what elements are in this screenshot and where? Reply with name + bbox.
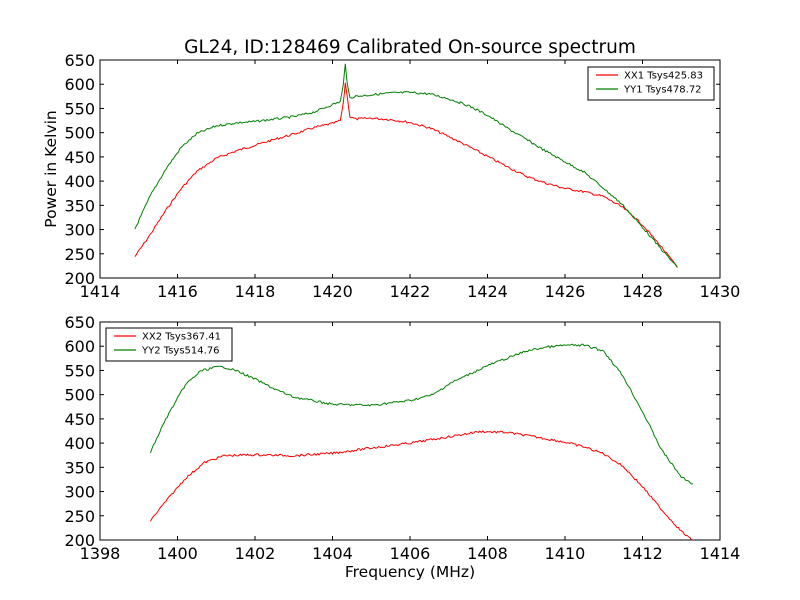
series-line-1 — [149, 430, 693, 540]
x-tick-label: 1424 — [467, 282, 508, 301]
x-tick-label: 1430 — [700, 282, 741, 301]
legend-label: YY1 Tsys478.72 — [623, 85, 702, 96]
x-tick-label: 1420 — [312, 282, 353, 301]
series-line-2 — [134, 63, 678, 268]
x-tick-label: 1422 — [390, 282, 431, 301]
x-tick-label: 1400 — [157, 544, 198, 563]
legend: XX2 Tsys367.41 YY2 Tsys514.76 — [105, 327, 233, 362]
y-tick-label: 600 — [64, 337, 95, 356]
bottom-plot: 1398 1400 1402 1404 1406 1408 1410 1412 1414 200 2… — [64, 313, 740, 563]
legend-label: XX2 Tsys367.41 — [142, 332, 221, 343]
x-tick-label: 1408 — [467, 544, 508, 563]
y-tick-label: 650 — [64, 313, 95, 332]
y-tick-label: 300 — [64, 221, 95, 240]
x-tick-label: 1414 — [80, 282, 121, 301]
legend-box — [587, 66, 715, 101]
y-tick-label: 450 — [64, 410, 95, 429]
y-tick-label: 350 — [64, 196, 95, 215]
series-line-1 — [134, 82, 678, 268]
y-tick-label: 400 — [64, 434, 95, 453]
chart-title: GL24, ID:128469 Calibrated On-source spe… — [184, 37, 636, 58]
x-tick-label: 1398 — [80, 544, 121, 563]
x-tick-label: 1406 — [390, 544, 431, 563]
x-tick-label: 1428 — [622, 282, 663, 301]
top-plot: 1414 1416 1418 1420 1422 1424 1426 1428 1430 200 2… — [64, 51, 740, 301]
legend-label: XX1 Tsys425.83 — [624, 71, 703, 82]
x-tick-label: 1418 — [235, 282, 276, 301]
y-tick-label: 250 — [64, 507, 95, 526]
y-tick-label: 450 — [64, 148, 95, 167]
x-tick-label: 1414 — [700, 544, 741, 563]
legend-box — [105, 327, 233, 362]
legend: XX1 Tsys425.83 YY1 Tsys478.72 — [587, 66, 715, 101]
y-tick-label: 650 — [64, 51, 95, 70]
y-axis-label: Power in Kelvin — [42, 110, 60, 227]
y-tick-label: 200 — [64, 269, 95, 288]
y-tick-label: 550 — [64, 361, 95, 380]
y-tick-label: 350 — [64, 458, 95, 477]
x-axis-label: Frequency (MHz) — [345, 563, 475, 581]
y-tick-label: 200 — [64, 531, 95, 550]
y-tick-label: 550 — [64, 99, 95, 118]
x-tick-label: 1404 — [312, 544, 353, 563]
y-tick-label: 500 — [64, 124, 95, 143]
y-tick-label: 300 — [64, 483, 95, 502]
x-tick-label: 1416 — [157, 282, 198, 301]
y-tick-label: 250 — [64, 245, 95, 264]
y-tick-label: 400 — [64, 172, 95, 191]
x-tick-label: 1412 — [622, 544, 663, 563]
y-tick-label: 500 — [64, 386, 95, 405]
legend-label: YY2 Tsys514.76 — [141, 346, 220, 357]
x-tick-label: 1426 — [545, 282, 586, 301]
x-tick-label: 1402 — [235, 544, 276, 563]
x-tick-label: 1410 — [545, 544, 586, 563]
series-line-2 — [149, 343, 693, 485]
y-tick-label: 600 — [64, 75, 95, 94]
